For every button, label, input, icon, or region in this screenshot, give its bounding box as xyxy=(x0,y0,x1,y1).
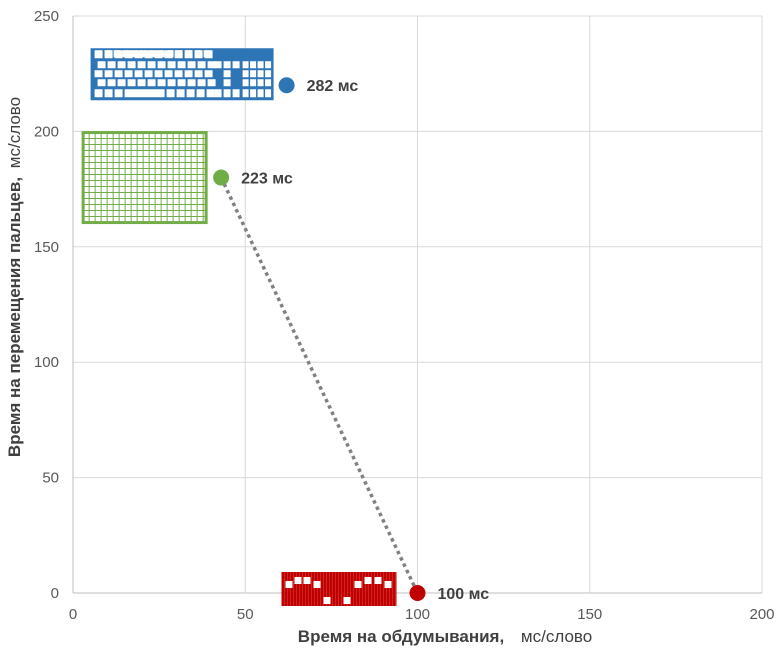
data-point xyxy=(278,77,295,94)
x-axis-title: Время на обдумывания, мс/слово xyxy=(298,627,592,646)
y-tick-label: 150 xyxy=(34,239,59,256)
x-tick-label: 150 xyxy=(577,606,602,623)
y-axis-title: Время на перемещения пальцев, мс/слово xyxy=(5,97,24,457)
grid-keypad-icon xyxy=(81,131,208,225)
x-axis-title-unit: мс/слово xyxy=(521,627,592,646)
keyboard-icon xyxy=(90,48,274,101)
y-axis-title-main: Время на перемещения пальцев, xyxy=(5,177,24,457)
y-tick-label: 200 xyxy=(34,123,59,140)
grid-lines xyxy=(73,15,763,593)
x-tick-label: 50 xyxy=(237,606,254,623)
y-tick-label: 100 xyxy=(34,354,59,371)
y-tick-label: 250 xyxy=(34,8,59,25)
x-tick-label: 200 xyxy=(749,606,774,623)
data-label: 282 мс xyxy=(307,78,359,95)
device-icons xyxy=(81,48,397,606)
data-points: 282 мс 223 мс 100 мс xyxy=(213,77,489,603)
trend-line xyxy=(219,176,420,594)
trend-line-segment xyxy=(219,176,420,594)
data-label: 100 мс xyxy=(438,586,490,603)
axes: 0 50 100 150 200 0 50 100 150 200 250 xyxy=(34,8,775,623)
y-tick-label: 50 xyxy=(42,470,59,487)
y-axis-title-unit: мс/слово xyxy=(5,97,24,168)
y-tick-label: 0 xyxy=(51,585,59,602)
x-tick-label: 0 xyxy=(69,606,77,623)
chord-keypad-icon xyxy=(281,572,397,606)
x-tick-label: 100 xyxy=(405,606,430,623)
x-axis-title-main: Время на обдумывания, xyxy=(298,627,504,646)
data-point xyxy=(409,585,426,601)
data-label: 223 мс xyxy=(241,171,293,188)
data-point xyxy=(213,169,230,186)
